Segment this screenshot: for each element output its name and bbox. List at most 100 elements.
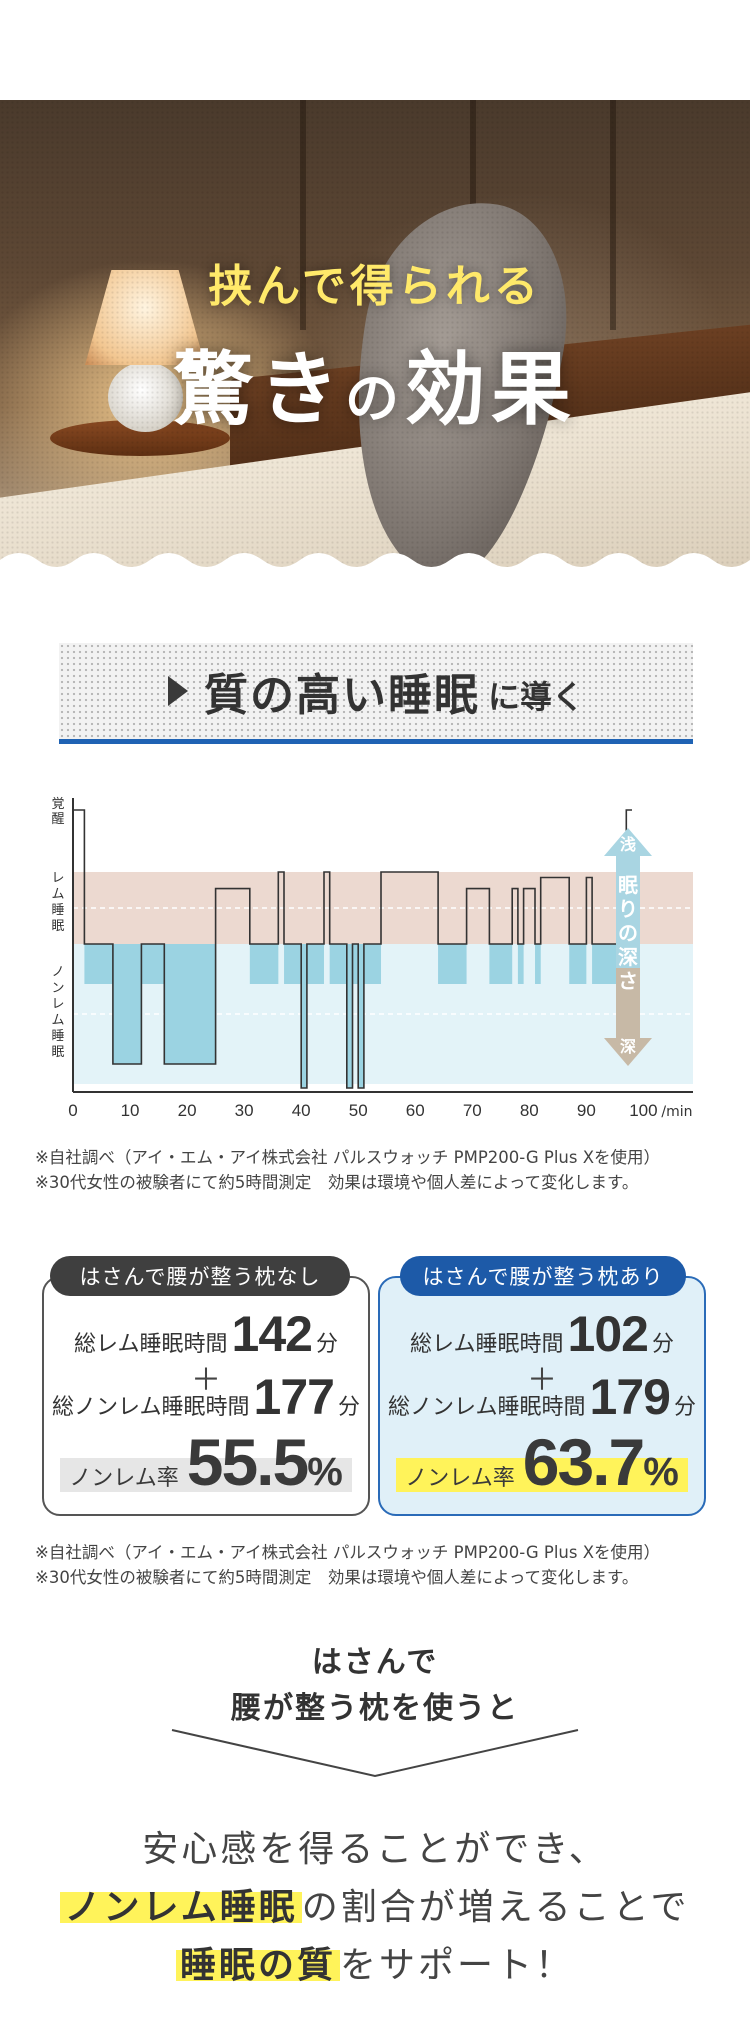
x-tick-label: 40 bbox=[292, 1101, 311, 1120]
speech-divider bbox=[171, 1729, 579, 1778]
nonrem-fill bbox=[517, 944, 524, 984]
nonrem-fill bbox=[301, 944, 307, 1088]
rate-unit: % bbox=[307, 1450, 343, 1494]
section-heading-main: 質の高い睡眠 bbox=[203, 670, 480, 721]
depth-top-label: 浅 bbox=[620, 835, 636, 854]
x-tick-group: 0 10 20 30 40 50 60 70 80 90 100/min bbox=[68, 1101, 692, 1120]
y-label-nonrem: レ bbox=[51, 997, 64, 1012]
nonrem-fill bbox=[329, 944, 347, 984]
nonrem-fill bbox=[84, 944, 113, 984]
nonrem-fill bbox=[438, 944, 467, 984]
plus-sign: ＋ bbox=[527, 1363, 557, 1398]
y-label-nonrem: ム bbox=[51, 1013, 64, 1028]
stat-value: 179 bbox=[589, 1369, 671, 1425]
y-label-rem: 睡 bbox=[51, 903, 64, 918]
stat-unit: 分 bbox=[337, 1395, 360, 1420]
card-tab-with: はさんで腰が整う枕あり bbox=[400, 1256, 686, 1296]
footnote-line: ※30代女性の被験者にて約5時間測定 効果は環境や個人差によって変化します。 bbox=[35, 1568, 639, 1587]
x-tick-label: 90 bbox=[577, 1101, 596, 1120]
stat-label: 総ノンレム睡眠時間 bbox=[51, 1395, 250, 1420]
nonrem-fill bbox=[284, 944, 302, 984]
rate-unit: % bbox=[643, 1450, 679, 1494]
y-label-rem: 眠 bbox=[51, 919, 64, 934]
x-tick-label: 20 bbox=[178, 1101, 197, 1120]
rate-highlight bbox=[396, 1458, 688, 1492]
stat-unit: 分 bbox=[315, 1332, 338, 1357]
y-label-nonrem: 睡 bbox=[51, 1029, 64, 1044]
sleep-stage-chart: 0 10 20 30 40 50 60 70 80 90 100/min 覚醒レム睡眠ノンレム睡眠 … bbox=[51, 797, 693, 1120]
footnote-2: ※自社調べ（アイ・エム・アイ株式会社 パルスウォッチ PMP200-G Plus… bbox=[35, 1540, 735, 1590]
conclusion-lead-2: 腰が整う枕を使うと bbox=[231, 1691, 519, 1726]
stat-label: 総レム睡眠時間 bbox=[73, 1332, 228, 1357]
hero-title: 驚きの効果 bbox=[0, 325, 750, 441]
x-tick-label: 50 bbox=[349, 1101, 368, 1120]
hypnogram-line bbox=[73, 809, 632, 1089]
depth-bar bbox=[616, 856, 640, 968]
y-label-nonrem: ノ bbox=[51, 965, 64, 980]
rem-stat: 総レム睡眠時間 102 分 bbox=[378, 1305, 706, 1363]
conclusion-line-2: ノンレム睡眠 の割合が増えることで bbox=[0, 1878, 750, 1930]
play-arrow-icon bbox=[167, 676, 188, 706]
x-unit-label: /min bbox=[661, 1104, 692, 1120]
depth-bottom-label: 深 bbox=[620, 1037, 636, 1056]
depth-bar bbox=[616, 968, 640, 1038]
plus-sign: ＋ bbox=[191, 1363, 221, 1398]
section-heading-bg bbox=[59, 643, 693, 739]
rem-stat: 総レム睡眠時間 142 分 bbox=[42, 1305, 370, 1363]
lamp-base bbox=[108, 362, 183, 432]
y-label-nonrem: ン bbox=[51, 981, 64, 996]
y-label-rem: レ bbox=[51, 871, 64, 886]
stat-value: 102 bbox=[567, 1306, 649, 1362]
x-tick-label: 70 bbox=[463, 1101, 482, 1120]
nonrem-fill bbox=[249, 944, 279, 984]
footnote-line: ※30代女性の被験者にて約5時間測定 効果は環境や個人差によって変化します。 bbox=[35, 1173, 639, 1192]
footnote-line: ※自社調べ（アイ・エム・アイ株式会社 パルスウォッチ PMP200-G Plus… bbox=[35, 1148, 661, 1167]
nonrem-fill bbox=[141, 944, 165, 984]
wall-stripe bbox=[300, 100, 306, 330]
stat-value: 142 bbox=[231, 1306, 313, 1362]
rate-label: ノンレム率 bbox=[405, 1466, 515, 1491]
highlight-text: ノンレム睡眠 bbox=[60, 1887, 302, 1928]
nonrem-fill bbox=[346, 944, 353, 1088]
card-tab-without: はさんで腰が整う枕なし bbox=[50, 1256, 350, 1296]
footnote-1: ※自社調べ（アイ・エム・アイ株式会社 パルスウォッチ PMP200-G Plus… bbox=[35, 1145, 735, 1195]
stat-unit: 分 bbox=[673, 1395, 696, 1420]
nonrem-rate: ノンレム率 55.5 % bbox=[42, 1424, 370, 1500]
nonrem-fill bbox=[352, 944, 359, 984]
nonrem-fill bbox=[363, 944, 382, 984]
x-tick-label: 10 bbox=[121, 1101, 140, 1120]
nonrem-fill bbox=[358, 944, 364, 1088]
hero-banner bbox=[0, 100, 750, 570]
depth-middle-label: 眠りの深さ bbox=[618, 873, 638, 993]
section-heading: 質の高い睡眠 に導く bbox=[59, 643, 693, 739]
conclusion-lead-1: はさんで bbox=[311, 1645, 439, 1680]
section-heading-small: に導く bbox=[487, 678, 584, 716]
nonrem-fill bbox=[306, 944, 324, 984]
arrow-up-icon bbox=[604, 828, 652, 856]
footnote-line: ※自社調べ（アイ・エム・アイ株式会社 パルスウォッチ PMP200-G Plus… bbox=[35, 1543, 661, 1562]
x-tick-label: 0 bbox=[68, 1101, 77, 1120]
y-label-nonrem: 眠 bbox=[51, 1045, 64, 1060]
x-tick-label: 30 bbox=[235, 1101, 254, 1120]
arrow-down-icon bbox=[604, 1038, 652, 1066]
hero-title-part: の bbox=[345, 367, 405, 430]
wall-stripe bbox=[610, 100, 616, 330]
texture-overlay bbox=[0, 100, 750, 570]
x-tick-label: 100 bbox=[629, 1101, 657, 1120]
rate-label: ノンレム率 bbox=[69, 1466, 179, 1491]
y-label-awake: 覚 bbox=[51, 797, 64, 812]
stat-label: 総ノンレム睡眠時間 bbox=[387, 1395, 586, 1420]
depth-indicator: 浅 眠りの深さ 深 bbox=[604, 828, 652, 1066]
rate-value: 63.7 bbox=[522, 1425, 645, 1499]
y-label-awake: 醒 bbox=[51, 812, 64, 827]
stat-unit: 分 bbox=[651, 1332, 674, 1357]
rate-value: 55.5 bbox=[186, 1425, 309, 1499]
nonrem-stat: 総ノンレム睡眠時間 179 分 bbox=[378, 1368, 706, 1426]
nonrem-fill bbox=[569, 944, 587, 984]
hero-subtitle: 挟んで得られる bbox=[208, 261, 542, 312]
nonrem-fill bbox=[164, 944, 216, 1064]
nonrem-fill bbox=[489, 944, 513, 984]
stat-label: 総レム睡眠時間 bbox=[409, 1332, 564, 1357]
nonrem-rate: ノンレム率 63.7 % bbox=[378, 1424, 706, 1500]
